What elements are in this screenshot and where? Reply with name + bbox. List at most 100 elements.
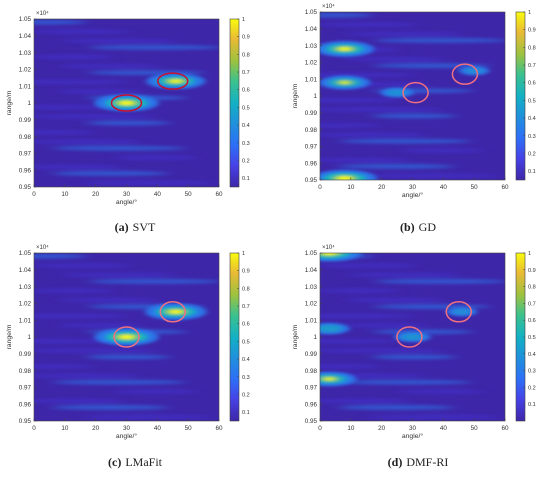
peak-1 <box>94 328 159 346</box>
chart-panel-4: 0 10 20 30 40 50 60 0.95 0.96 0.97 0.98 0.99 1 1.01 1.… <box>292 244 536 469</box>
x-tick-label: 20 <box>92 425 100 432</box>
target-circle-1 <box>110 94 143 112</box>
y-tick-label: 0.98 <box>19 134 32 141</box>
colorbar-tick-label: 0.7 <box>528 63 536 69</box>
colorbar-tick-label: 0.2 <box>242 392 250 398</box>
colorbar-tick-label: 0.7 <box>528 301 536 307</box>
y-axis-label: range/m <box>6 90 13 115</box>
colorbar-tick-label: 0.4 <box>528 352 536 358</box>
colorbar-tick-label: 0.2 <box>528 385 536 391</box>
panel-caption-name: SVT <box>133 220 156 234</box>
y-tick-label: 1.05 <box>19 16 32 23</box>
x-tick-label: 50 <box>471 425 479 432</box>
x-tick-label: 0 <box>32 425 36 432</box>
x-tick-label: 40 <box>440 184 448 191</box>
y-tick-label: 0.98 <box>305 368 318 375</box>
colorbar-tick-label: 0.8 <box>242 52 250 58</box>
target-circle-2 <box>451 63 479 85</box>
colorbar-tick-label: 0.8 <box>528 285 536 291</box>
colorbar-tick-label: 0.5 <box>528 98 536 104</box>
y-tick-label: 1 <box>313 334 317 341</box>
colorbar-gradient <box>229 18 240 188</box>
x-tick-label: 60 <box>501 184 509 191</box>
y-tick-label: 1 <box>27 334 31 341</box>
y-tick-label: 0.95 <box>305 418 318 425</box>
x-tick-label: 10 <box>347 184 355 191</box>
y-tick-label: 1.05 <box>19 250 32 257</box>
y-axis-label: range/m <box>292 324 299 349</box>
colorbar: 0.1 0.2 0.3 0.4 0.5 0.6 0.7 0.8 0.9 1 <box>229 17 250 188</box>
colorbar-tick-label: 0.3 <box>528 134 536 140</box>
colorbar-tick-label: 0.5 <box>242 105 250 111</box>
y-tick-label: 0.96 <box>305 160 318 167</box>
y-tick-label: 0.98 <box>19 368 32 375</box>
peak-2 <box>320 75 371 90</box>
panel-caption-label: (c) <box>108 455 121 469</box>
y-tick-label: 1.03 <box>305 43 318 50</box>
colorbar-tick-label: 0.9 <box>528 28 536 34</box>
y-axis-label: range/m <box>292 83 299 108</box>
y-tick-label: 1.05 <box>305 250 318 257</box>
heatmap-area <box>34 19 219 187</box>
chart-panel-2: 0 10 20 30 40 50 60 0.95 0.96 0.97 0.98 0.99 1 1.01 1.… <box>292 3 536 234</box>
colorbar-tick-label: 0.9 <box>242 35 250 41</box>
x-tick-label: 60 <box>215 425 223 432</box>
x-tick-label: 40 <box>154 425 162 432</box>
x-tick-label: 60 <box>215 191 223 198</box>
sidelobe-texture <box>34 19 219 186</box>
colorbar-tick-label: 0.6 <box>242 322 250 328</box>
y-tick-label: 0.95 <box>305 177 318 184</box>
colorbar-tick-label: 0.4 <box>528 116 536 122</box>
y-tick-label: 1.01 <box>19 317 32 324</box>
colorbar-tick-label: 0.1 <box>528 402 536 408</box>
target-circle-1 <box>402 81 429 104</box>
y-tick-label: 1.02 <box>305 301 318 308</box>
peak-5 <box>459 66 490 76</box>
colorbar-tick-label: 0.4 <box>242 357 250 363</box>
target-circle-2 <box>445 301 472 323</box>
y-tick-label: 1.04 <box>305 26 318 33</box>
x-tick-label: 40 <box>154 191 162 198</box>
y-tick-label: 0.96 <box>19 167 32 174</box>
y-tick-label: 0.97 <box>305 385 318 392</box>
colorbar-tick-label: 0.6 <box>528 318 536 324</box>
y-tick-label: 0.98 <box>305 127 318 134</box>
y-tick-label: 0.99 <box>19 117 32 124</box>
y-tick-label: 0.97 <box>19 151 32 158</box>
x-tick-label: 20 <box>92 191 100 198</box>
y-tick-label: 0.99 <box>305 110 318 117</box>
peak-1 <box>320 41 375 57</box>
colorbar-tick-label: 0.6 <box>528 81 536 87</box>
x-tick-label: 10 <box>61 425 69 432</box>
peak-5 <box>446 307 477 317</box>
panel-caption-label: (d) <box>388 455 403 469</box>
colorbar-tick-label: 0.8 <box>528 45 536 51</box>
y-tick-label: 0.96 <box>19 401 32 408</box>
colorbar-tick-label: 0.3 <box>242 375 250 381</box>
y-tick-label: 1.03 <box>305 284 318 291</box>
x-tick-label: 30 <box>409 184 417 191</box>
colorbar-tick-label: 0.9 <box>242 269 250 275</box>
colorbar-tick-label: 0.5 <box>528 335 536 341</box>
x-tick-label: 0 <box>32 191 36 198</box>
colorbar-tick-label: 0.4 <box>242 123 250 129</box>
panel-caption: (b) GD <box>400 220 436 234</box>
y-tick-label: 0.97 <box>19 385 32 392</box>
colorbar-tick-label: 1 <box>242 251 245 257</box>
x-tick-label: 10 <box>61 191 69 198</box>
panel-caption-label: (b) <box>400 220 415 234</box>
y-tick-label: 0.99 <box>19 351 32 358</box>
colorbar-tick-label: 0.1 <box>528 169 536 175</box>
panel-caption-name: DMF-RI <box>406 455 448 469</box>
chart-panel-1: 0 10 20 30 40 50 60 0.95 0.96 0.97 0.98 0.99 1 1.01 1.… <box>6 10 250 234</box>
x-axis-label: angle/° <box>402 432 424 440</box>
y-tick-label: 1.04 <box>19 33 32 40</box>
peak-2 <box>145 303 207 320</box>
colorbar-tick-label: 0.2 <box>528 151 536 157</box>
panel-caption: (d) DMF-RI <box>388 455 449 469</box>
x-tick-label: 40 <box>440 425 448 432</box>
panel-caption-label: (a) <box>115 220 129 234</box>
colorbar-tick-label: 0.7 <box>242 304 250 310</box>
x-axis-label: angle/° <box>116 432 138 440</box>
